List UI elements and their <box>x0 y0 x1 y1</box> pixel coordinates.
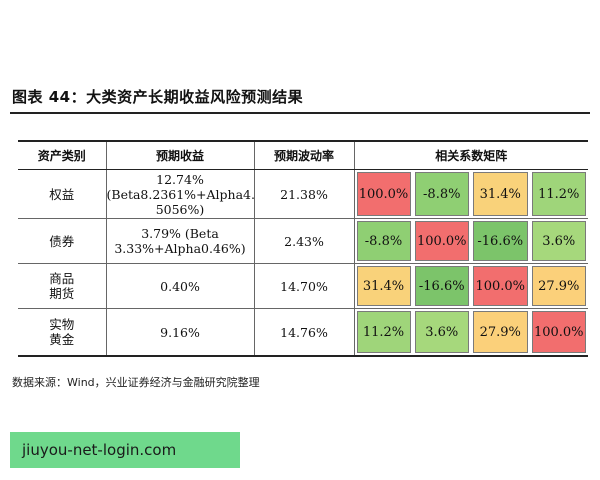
corr-cell: -8.8% <box>356 221 411 261</box>
corr-cell: 3.6% <box>414 311 469 353</box>
title-divider <box>10 112 590 114</box>
corr-cell: 27.9% <box>531 266 587 306</box>
corr-cell: 11.2% <box>356 311 411 353</box>
header-row: 资产类别 预期收益 预期波动率 相关系数矩阵 <box>18 140 589 170</box>
corr-cell: 31.4% <box>356 266 411 306</box>
table-row: 实物 黄金 9.16% 14.76% 11.2% 3.6% 27.9% 100.… <box>18 308 589 357</box>
expected-volatility: 2.43% <box>254 218 355 264</box>
table-row: 商品 期货 0.40% 14.70% 31.4% -16.6% 100.0% 2… <box>18 263 589 309</box>
corr-cell: 27.9% <box>473 311 528 353</box>
asset-category: 债券 <box>18 218 107 264</box>
watermark-banner: jiuyou-net-login.com <box>10 432 240 468</box>
corr-cell: 100.0% <box>414 221 469 261</box>
expected-volatility: 14.76% <box>254 308 355 357</box>
corr-cell: 31.4% <box>473 172 528 216</box>
risk-return-table: 资产类别 预期收益 预期波动率 相关系数矩阵 权益 12.74% (Beta8.… <box>18 140 589 357</box>
asset-category: 实物 黄金 <box>18 308 107 357</box>
data-source-note: 数据来源：Wind，兴业证券经济与金融研究院整理 <box>12 376 260 389</box>
corr-cell: 100.0% <box>531 311 587 353</box>
expected-volatility: 21.38% <box>254 169 355 219</box>
expected-return: 9.16% <box>106 308 255 357</box>
corr-cell: 100.0% <box>473 266 528 306</box>
table-row: 债券 3.79% (Beta 3.33%+Alpha0.46%) 2.43% -… <box>18 218 589 264</box>
header-category: 资产类别 <box>18 140 107 170</box>
asset-category: 权益 <box>18 169 107 219</box>
corr-cell: 11.2% <box>531 172 587 216</box>
header-correlation-matrix: 相关系数矩阵 <box>354 140 589 170</box>
table-row: 权益 12.74% (Beta8.2361%+Alpha4. 5056%) 21… <box>18 169 589 219</box>
header-expected-return: 预期收益 <box>106 140 255 170</box>
expected-return: 0.40% <box>106 263 255 309</box>
corr-cell: -16.6% <box>414 266 469 306</box>
corr-cell: -16.6% <box>473 221 528 261</box>
header-expected-volatility: 预期波动率 <box>254 140 355 170</box>
figure-title: 图表 44：大类资产长期收益风险预测结果 <box>12 88 304 106</box>
expected-volatility: 14.70% <box>254 263 355 309</box>
corr-cell: -8.8% <box>414 172 469 216</box>
corr-cell: 3.6% <box>531 221 587 261</box>
expected-return: 12.74% (Beta8.2361%+Alpha4. 5056%) <box>106 169 255 219</box>
expected-return: 3.79% (Beta 3.33%+Alpha0.46%) <box>106 218 255 264</box>
corr-cell: 100.0% <box>356 172 411 216</box>
asset-category: 商品 期货 <box>18 263 107 309</box>
